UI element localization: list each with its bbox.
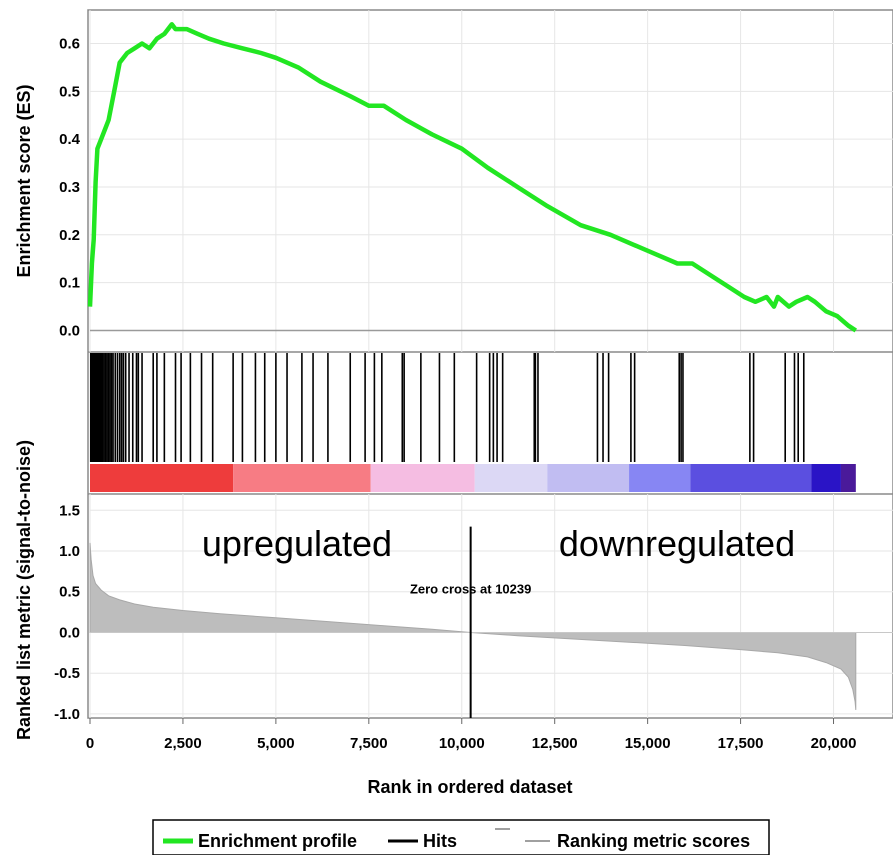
enrichment-y-tick-label: 0.0 xyxy=(59,322,80,339)
legend-hits-label: Hits xyxy=(423,831,457,851)
ranking-metric-area xyxy=(89,542,857,710)
upregulated-label: upregulated xyxy=(202,523,392,564)
color-bar-segment xyxy=(233,464,371,492)
enrichment-y-tick-label: 0.3 xyxy=(59,179,80,196)
color-bar-segment xyxy=(811,464,841,492)
x-tick-label: 7,500 xyxy=(350,735,388,752)
metric-y-tick-label: 1.0 xyxy=(59,543,80,560)
zero-cross-label: Zero cross at 10239 xyxy=(410,581,531,596)
legend: Enrichment profile Hits Ranking metric s… xyxy=(152,819,770,855)
color-bar-segment xyxy=(90,464,234,492)
color-bar-segment xyxy=(840,464,856,492)
enrichment-y-tick-labels: 0.0 0.1 0.2 0.3 0.4 0.5 0.6 xyxy=(59,35,81,339)
metric-y-tick-labels: -1.0 -0.5 0.0 0.5 1.0 1.5 xyxy=(54,502,80,723)
enrichment-profile-line xyxy=(87,22,858,333)
downregulated-label: downregulated xyxy=(559,523,795,564)
x-tick-label: 15,000 xyxy=(625,735,671,752)
metric-y-tick-label: -0.5 xyxy=(54,665,80,682)
hit-markers xyxy=(89,353,805,462)
x-tick-label: 17,500 xyxy=(718,735,764,752)
metric-y-tick-label: -1.0 xyxy=(54,706,80,723)
x-tick-label: 12,500 xyxy=(532,735,578,752)
legend-box xyxy=(152,819,770,855)
enrichment-y-tick-label: 0.4 xyxy=(59,131,81,148)
enrichment-y-tick-label: 0.2 xyxy=(59,227,80,244)
color-bar-segment xyxy=(370,464,475,492)
metric-y-tick-label: 1.5 xyxy=(59,502,80,519)
color-bar-segment xyxy=(690,464,812,492)
x-tick-label: 5,000 xyxy=(257,735,295,752)
metric-y-axis-title: Ranked list metric (signal-to-noise) xyxy=(14,440,34,740)
x-tick-label: 2,500 xyxy=(164,735,202,752)
legend-metric-label: Ranking metric scores xyxy=(557,831,750,851)
ranking-color-bar xyxy=(90,464,856,492)
plot-background xyxy=(87,9,893,719)
color-bar-segment xyxy=(547,464,630,492)
x-tick-label: 0 xyxy=(86,735,94,752)
enrichment-y-axis-title: Enrichment score (ES) xyxy=(14,84,34,277)
color-bar-segment xyxy=(474,464,548,492)
metric-y-tick-label: 0.0 xyxy=(59,624,80,641)
enrichment-y-tick-label: 0.1 xyxy=(59,275,80,292)
x-tick-label: 20,000 xyxy=(811,735,857,752)
enrichment-y-tick-label: 0.6 xyxy=(59,35,80,52)
enrichment-y-tick-label: 0.5 xyxy=(59,83,80,100)
legend-enrichment-label: Enrichment profile xyxy=(198,831,357,851)
color-bar-segment xyxy=(629,464,691,492)
x-axis-title: Rank in ordered dataset xyxy=(367,777,572,797)
x-tick-label: 10,000 xyxy=(439,735,485,752)
metric-y-tick-label: 0.5 xyxy=(59,584,80,601)
x-tick-labels: 0 2,500 5,000 7,500 10,000 12,500 15,000 17,500… xyxy=(86,718,857,752)
